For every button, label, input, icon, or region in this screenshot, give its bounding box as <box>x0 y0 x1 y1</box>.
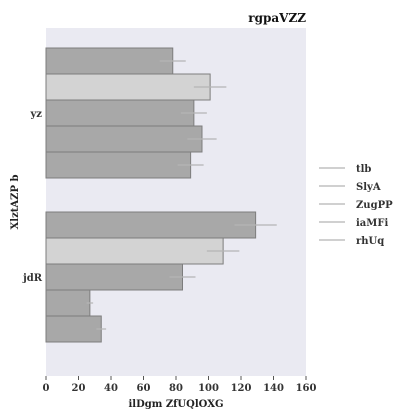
bar-tlb-yz <box>45 47 174 75</box>
bar-tlb-jdR <box>45 211 257 239</box>
x-tick-label: 120 <box>231 383 252 394</box>
legend-label-SlyA: SlyA <box>356 182 381 193</box>
legend-label-iaMFi: iaMFi <box>356 218 388 229</box>
x-axis: 0 20 40 60 80 100 120 140 160 <box>43 376 317 394</box>
bar-iaMFi-jdR <box>45 289 91 317</box>
x-tick-label: 140 <box>263 383 284 394</box>
y-axis: yz jdR <box>22 109 43 284</box>
legend-label-rhUq: rhUq <box>356 236 384 247</box>
x-tick-label: 100 <box>198 383 219 394</box>
y-tick-label: yz <box>30 109 43 120</box>
y-axis-label: XlztAZP b <box>10 175 21 230</box>
bar-rhUq-yz <box>45 151 192 179</box>
x-tick-label: 0 <box>43 383 50 394</box>
x-tick-label: 80 <box>169 383 183 394</box>
legend-label-tlb: tlb <box>356 164 371 175</box>
bar-SlyA-jdR <box>45 237 224 265</box>
x-tick-label: 160 <box>296 383 317 394</box>
x-tick-label: 60 <box>137 383 151 394</box>
y-tick-label: jdR <box>22 273 43 284</box>
bar-rhUq-jdR <box>45 315 102 343</box>
bar-ZugPP-jdR <box>45 263 183 291</box>
bar-SlyA-yz <box>45 73 211 101</box>
chart-title: rgpaVZZ <box>248 11 306 25</box>
bar-iaMFi-yz <box>45 125 203 153</box>
legend-label-ZugPP: ZugPP <box>356 200 393 211</box>
bar-ZugPP-yz <box>45 99 195 127</box>
legend: tlb SlyA ZugPP iaMFi rhUq <box>319 164 393 247</box>
x-tick-label: 20 <box>72 383 86 394</box>
x-tick-label: 40 <box>104 383 118 394</box>
x-axis-label: ilDgm ZfUQlOXG <box>129 399 224 410</box>
bars-group <box>45 47 277 343</box>
